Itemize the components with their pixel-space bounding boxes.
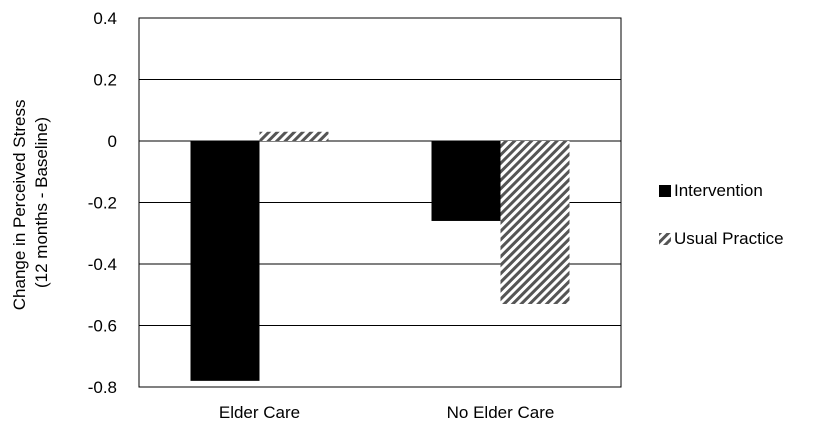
y-tick-label: 0.2 bbox=[93, 71, 117, 90]
plot-area bbox=[138, 17, 622, 388]
bar-usual-practice-elder-care bbox=[259, 131, 329, 141]
y-axis-title-line-2: (12 months - Baseline) bbox=[32, 117, 51, 288]
bar-intervention-no-elder-care bbox=[431, 141, 501, 221]
y-tick-label: -0.6 bbox=[88, 317, 117, 336]
y-tick-label: -0.8 bbox=[88, 378, 117, 397]
x-tick-label: No Elder Care bbox=[447, 403, 555, 422]
x-axis-tick-labels: Elder Care No Elder Care bbox=[219, 403, 554, 422]
y-axis-title-line-1: Change in Perceived Stress bbox=[10, 100, 29, 311]
y-axis-tick-labels: 0.4 0.2 0 -0.2 -0.4 -0.6 -0.8 bbox=[88, 9, 117, 397]
y-tick-label: 0.4 bbox=[93, 9, 117, 28]
y-axis-title: Change in Perceived Stress (12 months - … bbox=[10, 95, 51, 310]
legend-label: Usual Practice bbox=[674, 229, 784, 248]
bars bbox=[190, 131, 570, 381]
legend-label: Intervention bbox=[674, 181, 763, 200]
legend-swatch bbox=[659, 185, 671, 197]
y-tick-label: -0.4 bbox=[88, 255, 117, 274]
y-tick-label: 0 bbox=[108, 132, 117, 151]
y-tick-label: -0.2 bbox=[88, 194, 117, 213]
legend-swatch bbox=[659, 233, 671, 245]
legend: Intervention Usual Practice bbox=[659, 181, 784, 248]
x-tick-label: Elder Care bbox=[219, 403, 300, 422]
bar-intervention-elder-care bbox=[190, 141, 260, 381]
bar-usual-practice-no-elder-care bbox=[500, 141, 570, 304]
